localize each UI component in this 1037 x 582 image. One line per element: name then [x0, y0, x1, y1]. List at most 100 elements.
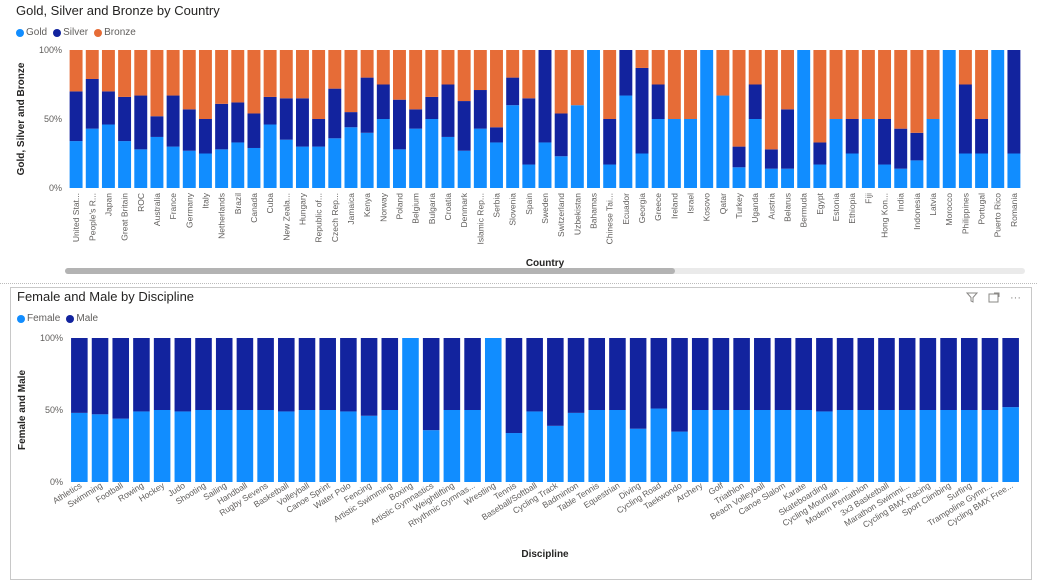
bar-bronze[interactable] [732, 50, 746, 147]
bar-bronze[interactable] [425, 50, 439, 97]
bar-silver[interactable] [635, 67, 649, 154]
bar-silver[interactable] [118, 96, 132, 142]
bar-silver[interactable] [748, 84, 762, 120]
bar-silver[interactable] [344, 112, 358, 128]
bar-gold[interactable] [975, 153, 989, 189]
bar-gold[interactable] [360, 132, 374, 188]
bar-silver[interactable] [522, 98, 536, 165]
bar-female[interactable] [774, 410, 792, 482]
bar-silver[interactable] [393, 99, 406, 150]
bar-bronze[interactable] [85, 50, 99, 79]
bar-female[interactable] [898, 410, 916, 482]
bar-bronze[interactable] [198, 50, 212, 119]
bar-male[interactable] [650, 338, 668, 409]
bar-male[interactable] [940, 338, 957, 410]
bar-silver[interactable] [69, 91, 83, 142]
bar-bronze[interactable] [457, 50, 471, 102]
bar-male[interactable] [960, 338, 978, 410]
bar-female[interactable] [257, 410, 274, 482]
bar-silver[interactable] [554, 113, 568, 157]
bar-bronze[interactable] [279, 50, 293, 99]
bar-gold[interactable] [554, 156, 568, 188]
bar-silver[interactable] [425, 96, 439, 119]
bar-male[interactable] [91, 338, 109, 415]
bar-male[interactable] [816, 338, 833, 412]
bar-female[interactable] [919, 410, 937, 482]
bar-female[interactable] [960, 410, 978, 482]
bar-female[interactable] [91, 414, 109, 482]
bar-male[interactable] [236, 338, 254, 410]
bar-silver[interactable] [781, 109, 795, 169]
bar-bronze[interactable] [409, 50, 423, 110]
bar-male[interactable] [174, 338, 192, 412]
bar-gold[interactable] [651, 119, 665, 188]
bar-gold[interactable] [570, 105, 584, 188]
bar-male[interactable] [133, 338, 150, 412]
bar-male[interactable] [422, 338, 440, 431]
bar-female[interactable] [319, 410, 336, 482]
bar-gold[interactable] [198, 153, 212, 189]
bar-gold[interactable] [328, 138, 342, 188]
bar-male[interactable] [1002, 338, 1019, 408]
bar-gold[interactable] [312, 146, 326, 188]
bar-bronze[interactable] [813, 50, 827, 143]
bar-bronze[interactable] [554, 50, 568, 114]
bar-female[interactable] [298, 410, 316, 482]
bar-silver[interactable] [473, 90, 487, 129]
bar-female[interactable] [278, 411, 295, 482]
bar-silver[interactable] [215, 103, 229, 150]
bar-bronze[interactable] [344, 50, 358, 113]
bar-female[interactable] [153, 410, 171, 482]
bar-male[interactable] [505, 338, 523, 434]
bar-silver[interactable] [295, 98, 309, 147]
bar-male[interactable] [671, 338, 688, 432]
bar-female[interactable] [754, 410, 771, 482]
bar-silver[interactable] [134, 95, 148, 150]
bar-silver[interactable] [247, 113, 261, 148]
bar-gold[interactable] [619, 95, 633, 188]
bar-silver[interactable] [975, 119, 989, 154]
bar-gold[interactable] [813, 164, 827, 188]
bar-male[interactable] [278, 338, 295, 412]
bar-bronze[interactable] [522, 50, 536, 99]
discipline-gender-chart[interactable]: Female and Male by Discipline Female Male… [10, 287, 1032, 580]
bar-gold[interactable] [457, 150, 471, 188]
bar-gold[interactable] [797, 50, 811, 188]
bar-female[interactable] [712, 410, 730, 482]
bar-bronze[interactable] [781, 50, 795, 110]
bar-bronze[interactable] [215, 50, 229, 104]
bar-gold[interactable] [231, 142, 245, 188]
bar-silver[interactable] [538, 50, 552, 143]
bar-gold[interactable] [781, 168, 795, 188]
bar-silver[interactable] [376, 84, 390, 120]
bar-gold[interactable] [861, 119, 875, 188]
bar-female[interactable] [733, 410, 750, 482]
bar-gold[interactable] [684, 119, 697, 188]
bar-bronze[interactable] [926, 50, 940, 119]
bar-female[interactable] [1002, 407, 1019, 482]
bar-female[interactable] [112, 418, 130, 482]
legend-item-bronze[interactable]: Bronze [94, 27, 136, 38]
bar-bronze[interactable] [263, 50, 277, 97]
bar-female[interactable] [443, 410, 461, 482]
bar-male[interactable] [195, 338, 212, 410]
bar-gold[interactable] [587, 50, 600, 188]
bar-male[interactable] [153, 338, 171, 410]
bar-bronze[interactable] [845, 50, 859, 119]
bar-gold[interactable] [845, 153, 859, 189]
bar-female[interactable] [691, 410, 709, 482]
bar-male[interactable] [712, 338, 730, 410]
bar-female[interactable] [402, 338, 419, 482]
legend-item-male[interactable]: Male [66, 313, 98, 324]
bar-bronze[interactable] [360, 50, 374, 78]
bar-female[interactable] [505, 433, 523, 482]
bar-bronze[interactable] [182, 50, 196, 110]
bar-bronze[interactable] [231, 50, 245, 103]
bar-silver[interactable] [651, 84, 665, 120]
bar-female[interactable] [133, 411, 150, 482]
bar-bronze[interactable] [861, 50, 875, 119]
bar-silver[interactable] [619, 50, 633, 96]
bar-bronze[interactable] [958, 50, 972, 85]
bar-bronze[interactable] [393, 50, 406, 100]
bar-female[interactable] [567, 412, 585, 482]
